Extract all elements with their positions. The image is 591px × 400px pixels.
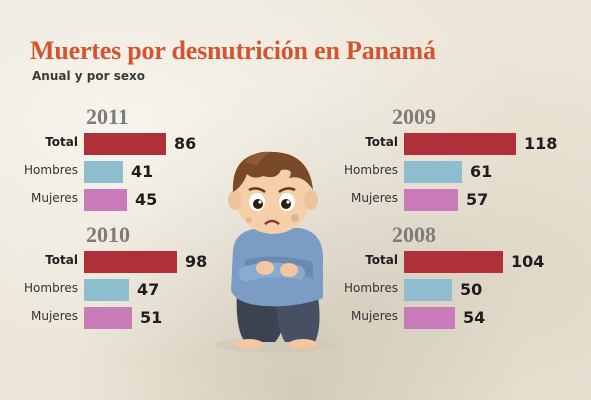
- bar-row-mujeres: Mujeres 54: [320, 307, 550, 329]
- bar-hombres: [84, 279, 129, 301]
- bar-hombres: [404, 161, 462, 183]
- category-label: Total: [45, 253, 78, 267]
- bar-value-label: 98: [185, 252, 208, 271]
- category-label: Total: [45, 135, 78, 149]
- category-label: Mujeres: [351, 309, 398, 323]
- bar-row-mujeres: Mujeres 57: [320, 189, 550, 211]
- category-label: Mujeres: [351, 191, 398, 205]
- bar-value-label: 104: [511, 252, 545, 271]
- bar-value-label: 86: [174, 134, 197, 153]
- bar-value-label: 41: [131, 162, 154, 181]
- panel-2011: 2011 Total 86 Hombres 41 Mujeres 45: [0, 104, 230, 224]
- bar-mujeres: [404, 189, 458, 211]
- bar-row-total: Total 118: [320, 133, 557, 155]
- panel-2008: 2008 Total 104 Hombres 50 Mujeres 54: [320, 222, 550, 342]
- panel-2010: 2010 Total 98 Hombres 47 Mujeres 51: [0, 222, 230, 342]
- bar-hombres: [84, 161, 123, 183]
- bar-total: [404, 133, 516, 155]
- category-label: Total: [365, 253, 398, 267]
- bar-value-label: 50: [460, 280, 483, 299]
- bar-mujeres: [84, 307, 132, 329]
- category-label: Hombres: [344, 281, 398, 295]
- bar-value-label: 57: [466, 190, 489, 209]
- panel-year-label: 2009: [392, 104, 436, 129]
- child-illustration: [215, 151, 335, 353]
- bar-total: [84, 133, 166, 155]
- chart-subtitle: Anual y por sexo: [32, 69, 145, 83]
- bar-total: [84, 251, 177, 273]
- category-label: Mujeres: [31, 191, 78, 205]
- bar-row-mujeres: Mujeres 51: [0, 307, 230, 329]
- bar-row-hombres: Hombres 41: [0, 161, 230, 183]
- bar-total: [404, 251, 503, 273]
- bar-value-label: 51: [140, 308, 163, 327]
- panel-year-label: 2010: [86, 222, 130, 247]
- bar-value-label: 45: [135, 190, 158, 209]
- chart-title: Muertes por desnutrición en Panamá: [30, 36, 436, 65]
- bar-row-hombres: Hombres 50: [320, 279, 550, 301]
- panel-year-label: 2011: [86, 104, 129, 129]
- bar-value-label: 54: [463, 308, 486, 327]
- bar-row-mujeres: Mujeres 45: [0, 189, 230, 211]
- category-label: Hombres: [24, 281, 78, 295]
- panel-2009: 2009 Total 118 Hombres 61 Mujeres 57: [320, 104, 557, 224]
- category-label: Mujeres: [31, 309, 78, 323]
- bar-mujeres: [84, 189, 127, 211]
- bar-hombres: [404, 279, 452, 301]
- bar-value-label: 47: [137, 280, 160, 299]
- bar-mujeres: [404, 307, 455, 329]
- bar-row-total: Total 98: [0, 251, 230, 273]
- bar-value-label: 118: [524, 134, 558, 153]
- panel-year-label: 2008: [392, 222, 436, 247]
- category-label: Total: [365, 135, 398, 149]
- bar-row-hombres: Hombres 47: [0, 279, 230, 301]
- category-label: Hombres: [24, 163, 78, 177]
- bar-row-total: Total 86: [0, 133, 230, 155]
- category-label: Hombres: [344, 163, 398, 177]
- bar-value-label: 61: [470, 162, 493, 181]
- bar-row-total: Total 104: [320, 251, 550, 273]
- bar-row-hombres: Hombres 61: [320, 161, 550, 183]
